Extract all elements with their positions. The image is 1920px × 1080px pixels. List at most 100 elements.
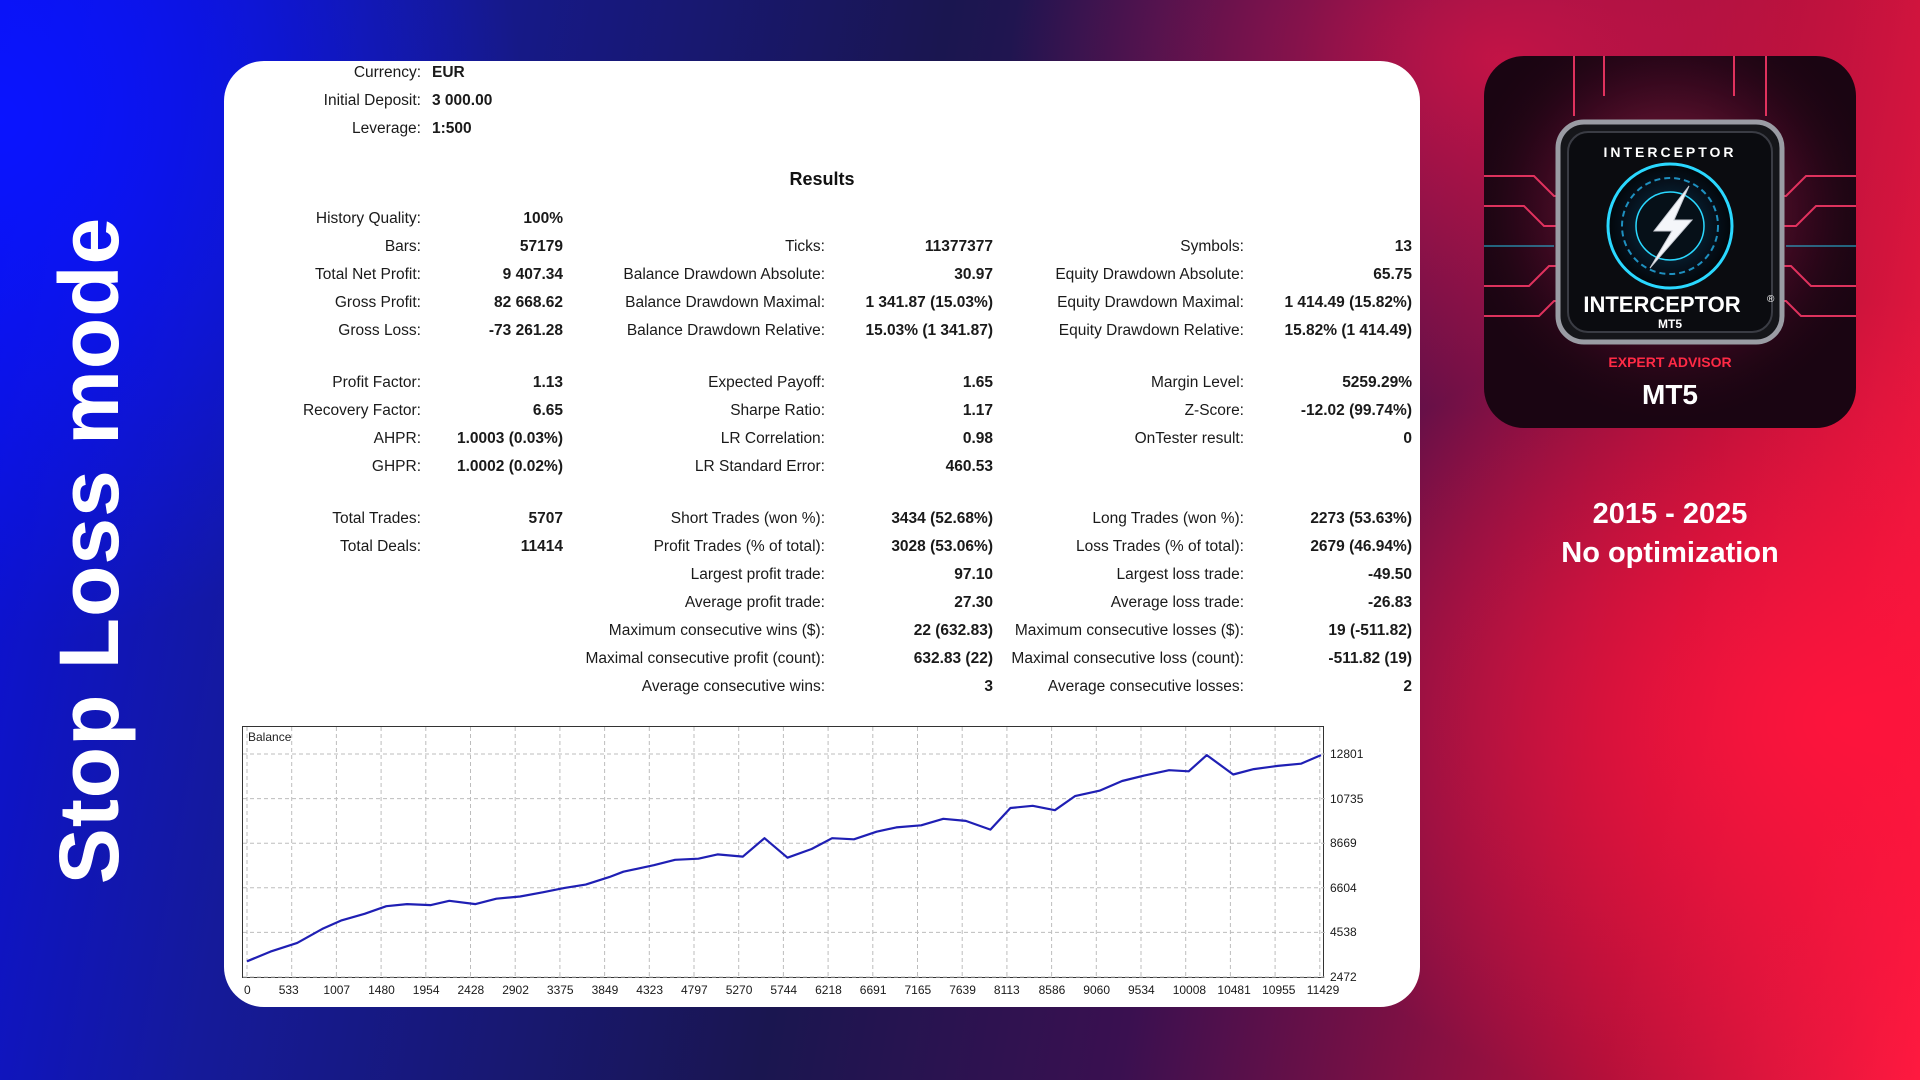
col2-value: 30.97	[954, 266, 993, 283]
setting-value: 3 000.00	[432, 92, 493, 109]
interceptor-logo-icon: INTERCEPTOR INTERCEPTOR ® MT5 EXPERT ADV…	[1484, 56, 1856, 428]
col2-label: Maximal consecutive profit (count):	[585, 650, 825, 667]
logo-sub-text: MT5	[1658, 317, 1682, 331]
logo-main-text: INTERCEPTOR	[1583, 292, 1740, 317]
x-tick-label: 11429	[1306, 983, 1340, 997]
x-tick-label: 10481	[1217, 983, 1251, 997]
col2-label: Profit Trades (% of total):	[653, 538, 825, 555]
x-tick-label: 8113	[993, 983, 1020, 997]
col1-label: GHPR:	[371, 458, 421, 475]
col1-value: 57179	[519, 238, 563, 255]
setting-label: Leverage:	[352, 120, 421, 137]
x-tick-label: 2428	[457, 983, 485, 997]
side-title-container: Stop Loss mode	[40, 50, 140, 1050]
col1-value: 5707	[528, 510, 563, 527]
col1-value: 1.13	[532, 374, 563, 391]
col2-label: Short Trades (won %):	[670, 510, 825, 527]
col3-value: 1 414.49 (15.82%)	[1284, 294, 1412, 311]
col2-label: Expected Payoff:	[708, 374, 825, 391]
col2-value: 22 (632.83)	[913, 622, 993, 639]
col1-label: History Quality:	[315, 210, 421, 227]
col3-value: -49.50	[1368, 566, 1412, 583]
results-title: Results	[789, 169, 855, 189]
x-tick-label: 4797	[681, 983, 708, 997]
col3-label: Long Trades (won %):	[1092, 510, 1244, 527]
col3-label: Maximum consecutive losses ($):	[1014, 622, 1244, 639]
col2-value: 3028 (53.06%)	[891, 538, 993, 555]
x-tick-label: 3849	[591, 983, 619, 997]
x-tick-label: 1480	[368, 983, 395, 997]
col1-label: Recovery Factor:	[302, 402, 421, 419]
col3-label: OnTester result:	[1134, 430, 1244, 447]
col1-value: 11414	[520, 538, 563, 555]
col3-label: Margin Level:	[1150, 374, 1244, 391]
x-tick-label: 7639	[949, 983, 976, 997]
x-tick-label: 6691	[859, 983, 887, 997]
logo-top-text: INTERCEPTOR	[1603, 144, 1736, 160]
col2-label: Maximum consecutive wins ($):	[608, 622, 825, 639]
x-tick-label: 10955	[1262, 983, 1296, 997]
setting-value: EUR	[432, 64, 465, 81]
balance-chart-svg: Balance	[243, 727, 1325, 979]
col3-value: 0	[1403, 430, 1412, 447]
col3-label: Maximal consecutive loss (count):	[1011, 650, 1244, 667]
col2-label: Largest profit trade:	[690, 566, 825, 583]
x-tick-label: 5744	[770, 983, 798, 997]
col1-label: Total Deals:	[340, 538, 421, 555]
col3-value: 2	[1403, 678, 1412, 695]
x-tick-label: 9534	[1128, 983, 1155, 997]
col3-value: -26.83	[1368, 594, 1412, 611]
x-tick-label: 5270	[725, 983, 753, 997]
col2-value: 1.17	[962, 402, 993, 419]
x-tick-label: 9060	[1083, 983, 1110, 997]
x-tick-label: 7165	[904, 983, 932, 997]
period-note: No optimization	[1561, 537, 1779, 569]
side-title: Stop Loss mode	[42, 216, 137, 884]
col3-label: Average loss trade:	[1110, 594, 1244, 611]
x-tick-label: 1954	[412, 983, 440, 997]
col2-label: Balance Drawdown Relative:	[626, 322, 825, 339]
col1-value: 6.65	[532, 402, 563, 419]
col3-label: Average consecutive losses:	[1047, 678, 1244, 695]
col3-value: 65.75	[1373, 266, 1412, 283]
setting-label: Initial Deposit:	[323, 92, 421, 109]
col1-value: 1.0003 (0.03%)	[457, 430, 563, 447]
col1-label: AHPR:	[373, 430, 421, 447]
col2-value: 97.10	[954, 566, 993, 583]
col2-value: 632.83 (22)	[913, 650, 993, 667]
x-tick-label: 0	[244, 983, 251, 997]
col1-value: 1.0002 (0.02%)	[457, 458, 563, 475]
col2-label: Balance Drawdown Absolute:	[623, 266, 825, 283]
chart-title: Balance	[248, 730, 292, 744]
col1-label: Gross Loss:	[338, 322, 421, 339]
col2-value: 1.65	[962, 374, 993, 391]
col3-label: Equity Drawdown Relative:	[1058, 322, 1244, 339]
col1-label: Profit Factor:	[332, 374, 421, 391]
col2-label: Balance Drawdown Maximal:	[625, 294, 825, 311]
col1-value: -73 261.28	[488, 322, 563, 339]
col3-value: 19 (-511.82)	[1328, 622, 1412, 639]
col3-label: Largest loss trade:	[1116, 566, 1244, 583]
col2-label: Average profit trade:	[684, 594, 825, 611]
col2-value: 1 341.87 (15.03%)	[865, 294, 993, 311]
logo-badge-text: EXPERT ADVISOR	[1608, 354, 1731, 370]
col3-value: 5259.29%	[1342, 374, 1412, 391]
logo-bottom-text: MT5	[1642, 379, 1698, 410]
x-tick-label: 533	[278, 983, 299, 997]
x-tick-label: 2902	[502, 983, 529, 997]
col3-label: Symbols:	[1180, 238, 1244, 255]
col3-value: -12.02 (99.74%)	[1300, 402, 1412, 419]
col3-value: 2273 (53.63%)	[1310, 510, 1412, 527]
x-tick-label: 4323	[636, 983, 663, 997]
col2-value: 3	[984, 678, 993, 695]
col1-value: 82 668.62	[494, 294, 563, 311]
col2-value: 27.30	[954, 594, 993, 611]
col2-value: 11377377	[924, 238, 993, 255]
y-tick-label: 12801	[1330, 747, 1364, 761]
report-panel: Currency: EUR Initial Deposit: 3 000.00 Leve…	[224, 61, 1420, 1007]
col2-value: 460.53	[945, 458, 993, 475]
period-years: 2015 - 2025	[1592, 498, 1748, 530]
balance-chart: Balance	[242, 726, 1325, 979]
x-tick-label: 3375	[546, 983, 574, 997]
col3-value: 13	[1394, 238, 1412, 255]
